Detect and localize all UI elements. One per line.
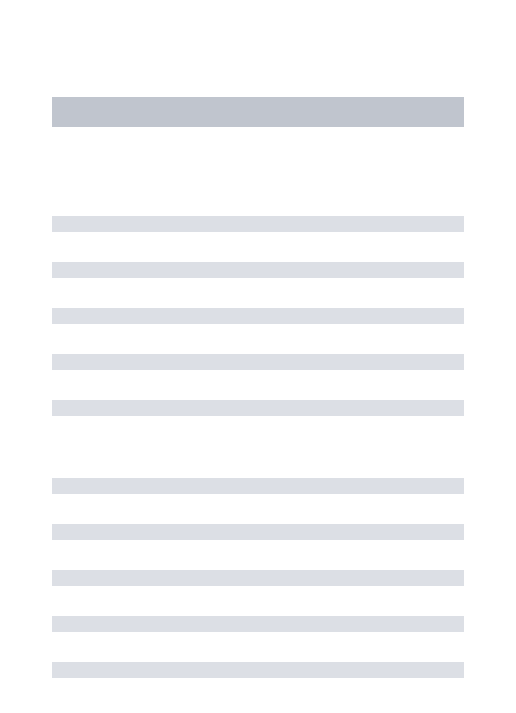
skeleton-line-gap — [52, 494, 464, 524]
skeleton-line-gap — [52, 324, 464, 354]
skeleton-line — [52, 478, 464, 494]
skeleton-group-1 — [52, 216, 464, 416]
skeleton-line-gap — [52, 632, 464, 662]
skeleton-container — [0, 0, 516, 678]
skeleton-line-gap — [52, 586, 464, 616]
skeleton-line — [52, 216, 464, 232]
skeleton-line-gap — [52, 232, 464, 262]
skeleton-line-gap — [52, 370, 464, 400]
skeleton-gap — [52, 416, 464, 478]
skeleton-title-bar — [52, 97, 464, 127]
skeleton-line-gap — [52, 278, 464, 308]
skeleton-line — [52, 616, 464, 632]
skeleton-line — [52, 262, 464, 278]
skeleton-line — [52, 524, 464, 540]
skeleton-group-2 — [52, 478, 464, 678]
skeleton-line — [52, 662, 464, 678]
skeleton-line-gap — [52, 540, 464, 570]
skeleton-line — [52, 400, 464, 416]
skeleton-line — [52, 308, 464, 324]
skeleton-line — [52, 570, 464, 586]
skeleton-gap — [52, 127, 464, 216]
skeleton-line — [52, 354, 464, 370]
